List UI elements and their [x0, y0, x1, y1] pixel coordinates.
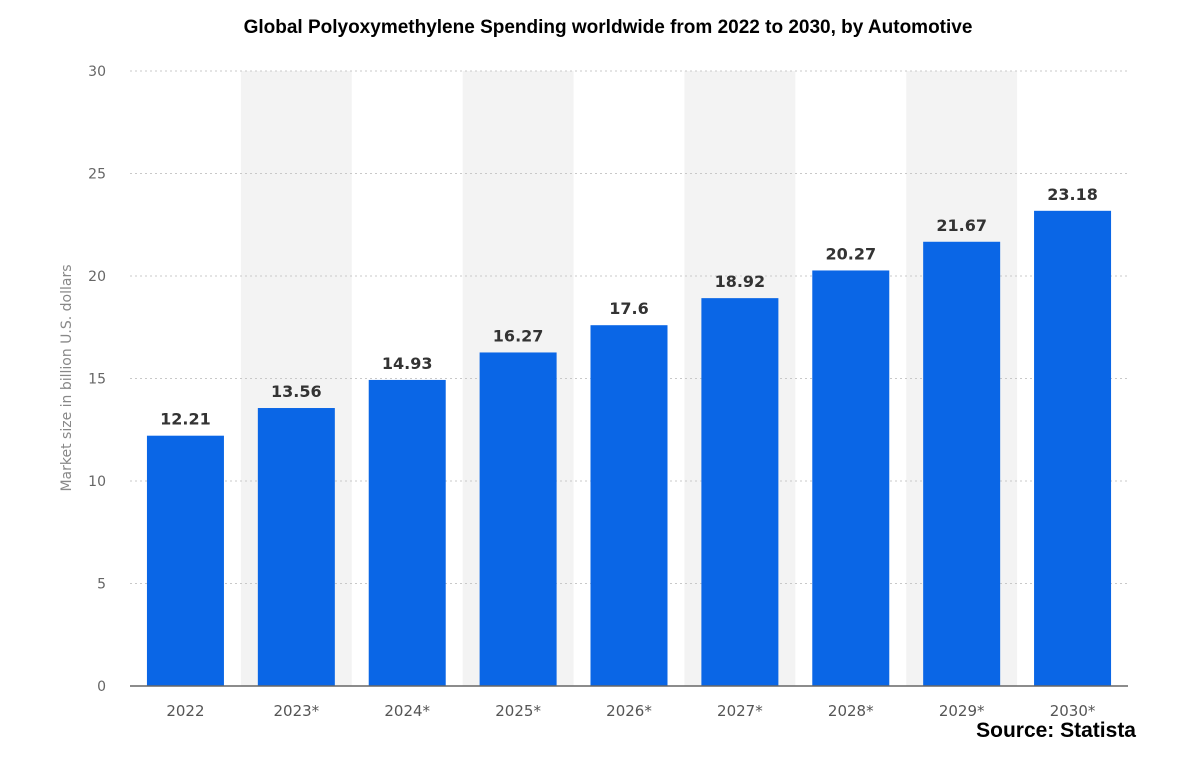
y-tick-label: 25	[88, 167, 106, 183]
x-tick-label: 2026*	[606, 702, 652, 720]
bar	[701, 298, 779, 686]
bar	[257, 408, 335, 686]
y-tick-label: 20	[88, 269, 106, 285]
data-label: 13.56	[271, 382, 322, 401]
x-tick-label: 2022	[166, 702, 204, 720]
x-tick-label: 2030*	[1050, 702, 1096, 720]
data-label: 21.67	[936, 216, 987, 235]
data-label: 14.93	[382, 354, 433, 373]
bar	[923, 241, 1001, 686]
x-tick-label: 2028*	[828, 702, 874, 720]
data-labels: 12.21 13.56 14.93 16.27 17.6 18.92 20.27 21.67 2…	[160, 185, 1098, 429]
data-label: 20.27	[825, 244, 876, 263]
bar	[368, 379, 446, 686]
x-tick-label: 2029*	[939, 702, 985, 720]
x-tick-label: 2023*	[273, 702, 319, 720]
data-label: 18.92	[715, 272, 766, 291]
source-label: Source: Statista	[976, 719, 1136, 742]
x-tick-label: 2024*	[384, 702, 430, 720]
y-axis-label: Market size in billion U.S. dollars	[59, 264, 75, 491]
bar	[812, 270, 890, 686]
y-tick-label: 0	[97, 679, 106, 695]
x-tick-label: 2027*	[717, 702, 763, 720]
chart-title: Global Polyoxymethylene Spending worldwi…	[244, 17, 973, 38]
bar	[590, 325, 668, 686]
y-tick-label: 5	[97, 577, 106, 593]
y-tick-label: 10	[88, 474, 106, 490]
y-tick-label: 30	[88, 64, 106, 80]
bars	[146, 210, 1112, 686]
bar	[146, 435, 224, 686]
x-tick-label: 2025*	[495, 702, 541, 720]
data-label: 12.21	[160, 410, 211, 429]
y-axis-ticks: 0 5 10 15 20 25 30	[88, 64, 106, 695]
bar	[1034, 210, 1112, 686]
bar	[479, 352, 557, 686]
data-label: 17.6	[609, 299, 648, 318]
x-axis-ticks: 2022 2023* 2024* 2025* 2026* 2027* 2028* 2029* 2…	[166, 702, 1096, 720]
data-label: 16.27	[493, 326, 544, 345]
data-label: 23.18	[1047, 185, 1098, 204]
y-tick-label: 15	[88, 372, 106, 388]
